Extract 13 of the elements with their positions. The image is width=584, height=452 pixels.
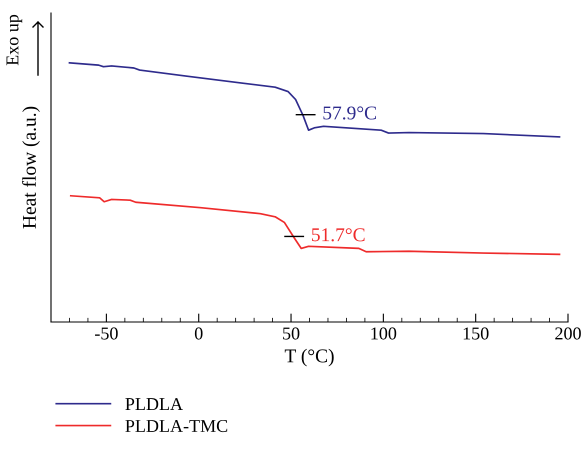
annotation: 57.9°C <box>323 106 376 120</box>
legend-label: PLDLA <box>125 398 183 410</box>
annotation: 51.7°C <box>312 228 365 242</box>
x-axis-title: T (°C) <box>284 348 334 366</box>
text: Exo up <box>6 14 22 66</box>
x-tick-label: 100 <box>371 327 396 340</box>
x-tick-label: 150 <box>464 327 489 340</box>
y-axis-title: Heat flow (a.u.) <box>22 106 40 228</box>
legend-label: PLDLA-TMC <box>125 420 228 432</box>
x-tick-label: 200 <box>555 327 581 340</box>
x-tick-label: -50 <box>95 327 118 340</box>
x-tick-label: 0 <box>194 327 203 340</box>
x-tick-label: 50 <box>283 327 300 340</box>
